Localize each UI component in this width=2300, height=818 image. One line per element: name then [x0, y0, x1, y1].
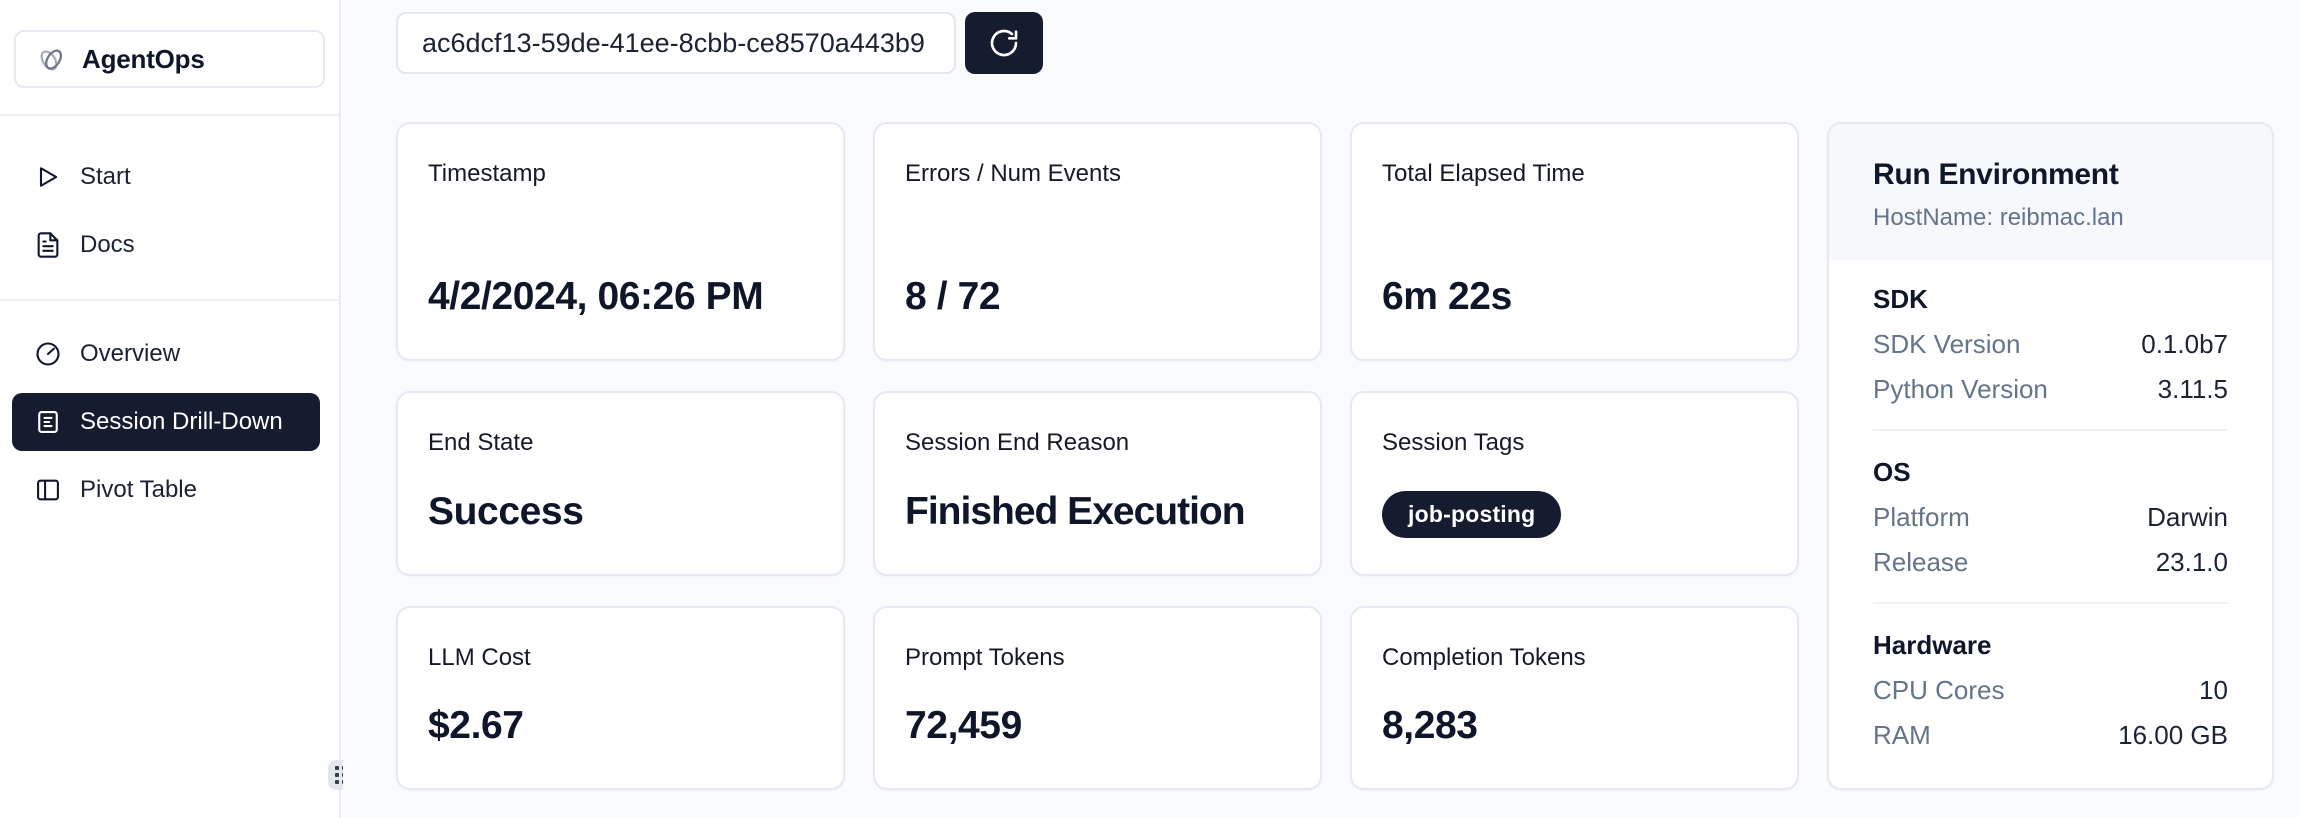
stat-label: Total Elapsed Time: [1382, 160, 1585, 187]
agentops-logo-icon: [34, 42, 68, 76]
env-section-sdk: SDK SDK Version 0.1.0b7 Python Version 3…: [1873, 284, 2228, 405]
run-environment-panel: Run Environment HostName: reibmac.lan SD…: [1827, 122, 2274, 790]
env-row: SDK Version 0.1.0b7: [1873, 329, 2228, 360]
env-row-label: RAM: [1873, 720, 1931, 750]
stat-card-errors-num-events: Errors / Num Events 8 / 72: [873, 122, 1322, 361]
sidebar-divider: [0, 299, 339, 301]
env-section-os: OS Platform Darwin Release 23.1.0: [1873, 429, 2228, 578]
env-row-value: 3.11.5: [2157, 374, 2228, 404]
stat-card-session-end-reason: Session End Reason Finished Execution: [873, 391, 1322, 576]
stat-label: LLM Cost: [428, 644, 531, 671]
session-id-input[interactable]: [396, 12, 956, 74]
stat-card-end-state: End State Success: [396, 391, 845, 576]
env-row-label: Platform: [1873, 502, 1970, 532]
stat-value: Finished Execution: [905, 490, 1246, 534]
env-row: Python Version 3.11.5: [1873, 374, 2228, 405]
env-row: Release 23.1.0: [1873, 547, 2228, 578]
stat-label: Prompt Tokens: [905, 644, 1065, 671]
stat-card-prompt-tokens: Prompt Tokens 72,459: [873, 606, 1322, 790]
env-row-label: CPU Cores: [1873, 675, 2005, 705]
stat-value: Success: [428, 490, 584, 534]
env-row-value: 0.1.0b7: [2141, 329, 2228, 359]
session-list-icon: [34, 408, 62, 436]
brand-box[interactable]: AgentOps: [14, 30, 325, 88]
stat-label: Session End Reason: [905, 429, 1130, 456]
run-environment-title: Run Environment: [1873, 158, 2119, 191]
env-row-label: SDK Version: [1873, 329, 2021, 359]
env-section-heading: OS: [1873, 457, 1911, 487]
stats-grid: Timestamp 4/2/2024, 06:26 PM Errors / Nu…: [396, 122, 2274, 790]
env-row-value: 16.00 GB: [2118, 720, 2228, 750]
sidebar-item-label: Docs: [80, 231, 135, 258]
sidebar-item-start[interactable]: Start: [12, 148, 320, 206]
sidebar-divider: [0, 114, 339, 116]
brand-title: AgentOps: [82, 43, 205, 74]
hostname-text: HostName: reibmac.lan: [1873, 204, 2124, 231]
sidebar-nav-main: Overview Session Drill-Down Pivot Table: [0, 325, 339, 519]
stat-value: 8,283: [1382, 704, 1478, 748]
env-row-value: 23.1.0: [2155, 547, 2228, 577]
sidebar-item-label: Pivot Table: [80, 476, 197, 503]
stat-value: $2.67: [428, 704, 524, 748]
sidebar-item-label: Overview: [80, 340, 181, 367]
main-content: Timestamp 4/2/2024, 06:26 PM Errors / Nu…: [343, 0, 2300, 818]
stat-label: Errors / Num Events: [905, 160, 1122, 187]
docs-icon: [34, 231, 62, 259]
run-environment-body: SDK SDK Version 0.1.0b7 Python Version 3…: [1829, 260, 2272, 781]
refresh-icon: [988, 27, 1020, 59]
stat-value: 6m 22s: [1382, 275, 1512, 319]
stat-value: 4/2/2024, 06:26 PM: [428, 275, 764, 319]
stat-card-llm-cost: LLM Cost $2.67: [396, 606, 845, 790]
stat-label: Timestamp: [428, 160, 546, 187]
panel-left-icon: [34, 476, 62, 504]
env-row: CPU Cores 10: [1873, 675, 2228, 706]
env-section-heading: Hardware: [1873, 630, 1992, 660]
play-icon: [34, 163, 62, 191]
stat-card-total-elapsed-time: Total Elapsed Time 6m 22s: [1350, 122, 1799, 361]
env-row-value: Darwin: [2147, 502, 2228, 532]
stat-value: 8 / 72: [905, 275, 1001, 319]
stat-label: End State: [428, 429, 534, 456]
env-row-label: Release: [1873, 547, 1969, 577]
env-section-hardware: Hardware CPU Cores 10 RAM 16.00 GB: [1873, 602, 2228, 751]
run-environment-header: Run Environment HostName: reibmac.lan: [1829, 124, 2272, 260]
sidebar-item-pivot-table[interactable]: Pivot Table: [12, 461, 320, 519]
env-row-value: 10: [2199, 675, 2228, 705]
sidebar-item-label: Session Drill-Down: [80, 408, 283, 435]
sidebar-nav-top: Start Docs: [0, 148, 339, 274]
sidebar-item-overview[interactable]: Overview: [12, 325, 320, 383]
sidebar-item-session-drill-down[interactable]: Session Drill-Down: [12, 393, 320, 451]
env-section-heading: SDK: [1873, 284, 1928, 314]
gauge-icon: [34, 340, 62, 368]
sidebar-item-docs[interactable]: Docs: [12, 216, 320, 274]
stat-card-timestamp: Timestamp 4/2/2024, 06:26 PM: [396, 122, 845, 361]
env-row: RAM 16.00 GB: [1873, 720, 2228, 751]
stat-label: Completion Tokens: [1382, 644, 1586, 671]
env-row-label: Python Version: [1873, 374, 2048, 404]
sidebar: AgentOps Start Docs: [0, 0, 341, 818]
session-tag-badge: job-posting: [1382, 491, 1562, 538]
env-row: Platform Darwin: [1873, 502, 2228, 533]
stat-card-completion-tokens: Completion Tokens 8,283: [1350, 606, 1799, 790]
refresh-button[interactable]: [965, 12, 1043, 74]
stat-value: 72,459: [905, 704, 1022, 748]
stat-label: Session Tags: [1382, 429, 1525, 456]
stat-card-session-tags: Session Tags job-posting: [1350, 391, 1799, 576]
sidebar-item-label: Start: [80, 163, 131, 190]
